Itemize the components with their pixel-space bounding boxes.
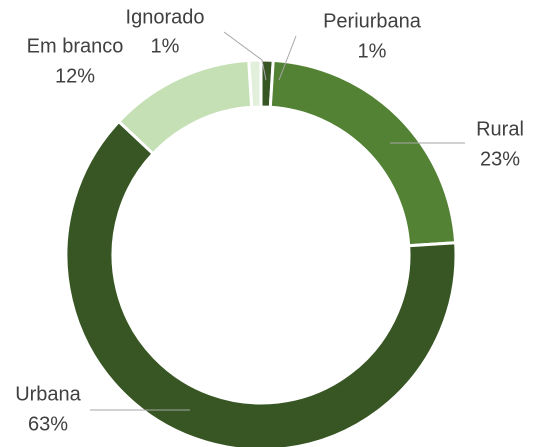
leader-line: [278, 35, 297, 81]
category-label: Ignorado: [126, 6, 205, 28]
donut-slice: [247, 58, 263, 109]
value-label: 1%: [358, 40, 387, 62]
donut-slice: [116, 58, 254, 156]
donut-slice: [268, 58, 458, 248]
value-label: 12%: [55, 65, 95, 87]
category-label: Em branco: [27, 35, 124, 57]
leader-line: [223, 31, 267, 81]
value-label: 23%: [480, 148, 520, 170]
category-label: Urbana: [15, 383, 81, 405]
value-label: 1%: [151, 35, 180, 57]
category-label: Rural: [476, 118, 524, 140]
category-label: Periurbana: [323, 10, 422, 32]
donut-slice: [64, 119, 458, 447]
value-label: 63%: [28, 413, 68, 435]
